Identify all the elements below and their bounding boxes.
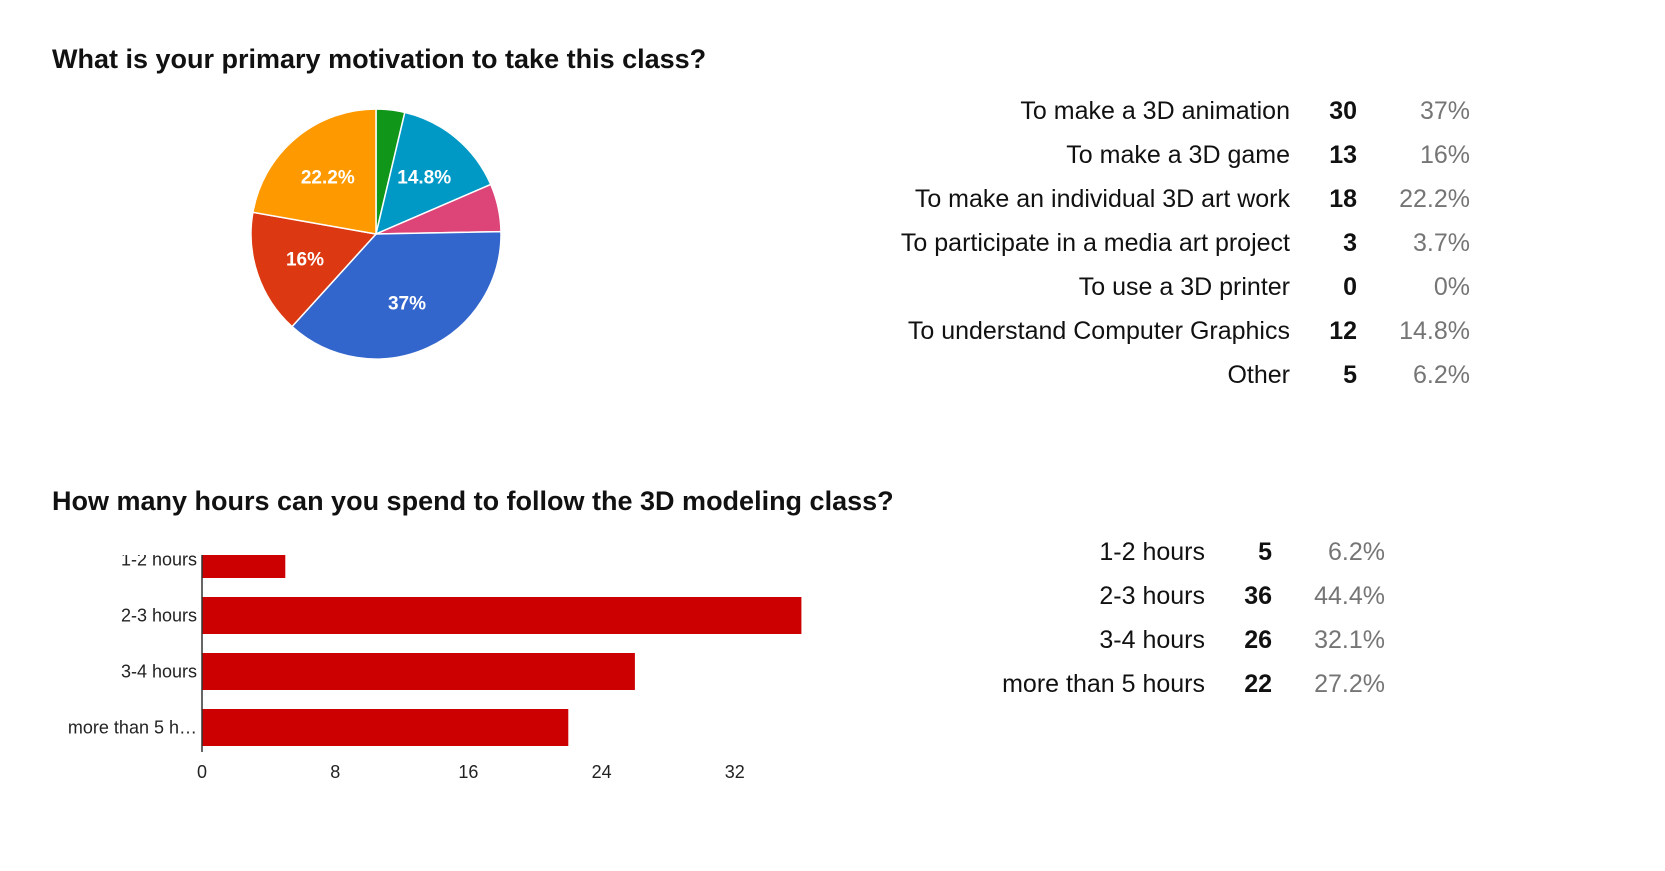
motivation-percent: 37% — [1419, 97, 1470, 125]
hours-label: 3-4 hours — [1099, 626, 1205, 654]
motivation-percent: 14.8% — [1399, 317, 1470, 345]
hours-percent: 6.2% — [1328, 538, 1385, 566]
motivation-row: Other 5 6.2% — [700, 361, 1470, 405]
pie-slice — [374, 111, 492, 236]
bar — [202, 555, 286, 578]
question-1-title: What is your primary motivation to take … — [52, 44, 707, 74]
hours-label: 1-2 hours — [1099, 538, 1205, 566]
bar — [202, 709, 569, 746]
hours-count: 22 — [1244, 670, 1272, 698]
motivation-count: 30 — [1329, 97, 1357, 125]
motivation-row: To participate in a media art project 3 3.… — [700, 229, 1470, 273]
x-tick-label: 24 — [592, 762, 612, 782]
motivation-count: 5 — [1343, 361, 1357, 389]
pie-slice-label: 22.2% — [301, 168, 355, 189]
motivation-label: To use a 3D printer — [1078, 273, 1290, 301]
hours-row: 1-2 hours 5 6.2% — [900, 538, 1385, 582]
motivation-row: To use a 3D printer 0 0% — [700, 273, 1470, 317]
motivation-count: 18 — [1329, 185, 1357, 213]
hours-label: 2-3 hours — [1099, 582, 1205, 610]
motivation-row: To make a 3D animation 30 37% — [700, 97, 1470, 141]
pie-slice-label: 16% — [286, 249, 324, 270]
motivation-label: To make a 3D game — [1066, 141, 1290, 169]
motivation-label: To make a 3D animation — [1020, 97, 1290, 125]
motivation-row: To understand Computer Graphics 12 14.8% — [700, 317, 1470, 361]
motivation-count: 13 — [1329, 141, 1357, 169]
motivation-row: To make a 3D game 13 16% — [700, 141, 1470, 185]
motivation-percent: 6.2% — [1413, 361, 1470, 389]
x-tick-label: 0 — [197, 762, 207, 782]
motivation-label: To understand Computer Graphics — [907, 317, 1290, 345]
hours-label: more than 5 hours — [1002, 670, 1205, 698]
bar-category-label: 3-4 hours — [121, 662, 197, 682]
bar-category-label: 2-3 hours — [121, 606, 197, 626]
motivation-percent: 16% — [1419, 141, 1470, 169]
hours-summary-table: 1-2 hours 5 6.2% 2-3 hours 36 44.4% 3-4 hours 2… — [900, 538, 1385, 714]
bar-category-label: 1-2 hours — [121, 555, 197, 570]
hours-row: more than 5 hours 22 27.2% — [900, 670, 1385, 714]
motivation-percent: 0% — [1433, 273, 1470, 301]
hours-percent: 32.1% — [1314, 626, 1385, 654]
hours-count: 36 — [1244, 582, 1272, 610]
pie-slice-label: 14.8% — [397, 168, 451, 189]
pie-slice — [250, 211, 378, 328]
pie-slice — [290, 230, 502, 360]
bar-category-label: more than 5 h… — [68, 718, 197, 738]
motivation-count: 12 — [1329, 317, 1357, 345]
motivation-label: Other — [1227, 361, 1290, 389]
motivation-label: To participate in a media art project — [900, 229, 1290, 257]
motivation-label: To make an individual 3D art work — [914, 185, 1290, 213]
x-tick-label: 16 — [458, 762, 478, 782]
hours-percent: 44.4% — [1314, 582, 1385, 610]
motivation-percent: 3.7% — [1413, 229, 1470, 257]
hours-count: 26 — [1244, 626, 1272, 654]
x-tick-label: 8 — [330, 762, 340, 782]
hours-bar-chart: 1-2 hours 2-3 hours 3-4 hours more than 5 h… — [68, 555, 802, 782]
bar — [202, 597, 802, 634]
motivation-percent: 22.2% — [1399, 185, 1470, 213]
hours-row: 2-3 hours 36 44.4% — [900, 582, 1385, 626]
motivation-row: To make an individual 3D art work 18 22.2% — [700, 185, 1470, 229]
motivation-summary-table: To make a 3D animation 30 37% To make a 3D … — [700, 97, 1470, 405]
hours-count: 5 — [1258, 538, 1272, 566]
pie-slice-label: 37% — [388, 293, 426, 314]
question-2-title: How many hours can you spend to follow t… — [52, 486, 894, 516]
motivation-count: 3 — [1343, 229, 1357, 257]
x-tick-label: 32 — [725, 762, 745, 782]
motivation-count: 0 — [1343, 273, 1357, 301]
motivation-pie-chart: 14.8% 37% 16% 22.2% — [250, 108, 502, 360]
hours-percent: 27.2% — [1314, 670, 1385, 698]
pie-slice — [252, 108, 377, 235]
bar — [202, 653, 635, 690]
hours-row: 3-4 hours 26 32.1% — [900, 626, 1385, 670]
